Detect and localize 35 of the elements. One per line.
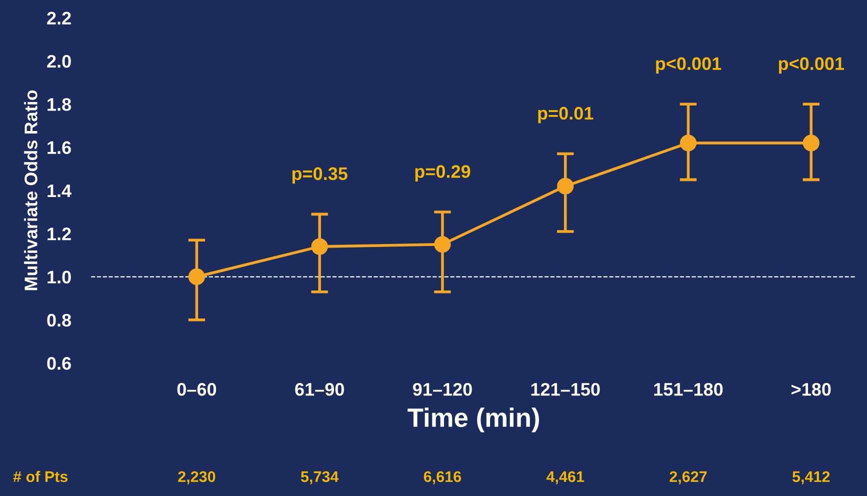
- annotation: p=0.01: [538, 106, 594, 124]
- annotation: p=0.35: [292, 167, 348, 184]
- y-tick-label: 1.0: [48, 270, 71, 284]
- annotation: p=0.29: [415, 165, 470, 182]
- x-tick-label: 61–90: [295, 382, 344, 396]
- annotation: p<0.001: [778, 57, 844, 74]
- text: 5,734: [300, 471, 339, 484]
- x-tick-label: >180: [792, 382, 831, 396]
- text: 4,461: [546, 471, 584, 484]
- y-tick-label: 0.8: [47, 314, 72, 327]
- x-tick-label: 151–180: [654, 382, 723, 396]
- y-tick-label: 2.0: [47, 54, 71, 68]
- text: # of Pts: [13, 470, 68, 482]
- y-tick-label: 1.2: [48, 228, 71, 240]
- y-tick-label: 1.4: [48, 184, 72, 198]
- point: [311, 238, 328, 255]
- text: 2,230: [178, 471, 216, 484]
- point: [434, 236, 451, 253]
- text: 6,616: [424, 471, 462, 484]
- x-axis-title: Time (min): [408, 408, 539, 432]
- y-tick-label: 2.2: [47, 12, 71, 24]
- x-tick-label: 91–120: [412, 382, 472, 396]
- point: [802, 134, 820, 152]
- point: [680, 134, 697, 152]
- text: 2,627: [670, 471, 707, 484]
- y-tick-label: 1.8: [48, 98, 72, 111]
- text: 5,412: [792, 471, 830, 484]
- point: [557, 178, 574, 194]
- y-axis-title: Multivariate Odds Ratio: [24, 90, 38, 290]
- y-tick-label: 0.6: [47, 357, 71, 370]
- annotation: p<0.001: [656, 57, 722, 74]
- x-tick-label: 0–60: [177, 382, 216, 396]
- x-tick-label: 121–150: [531, 382, 600, 396]
- y-tick-label: 1.6: [48, 141, 71, 154]
- point: [188, 268, 206, 286]
